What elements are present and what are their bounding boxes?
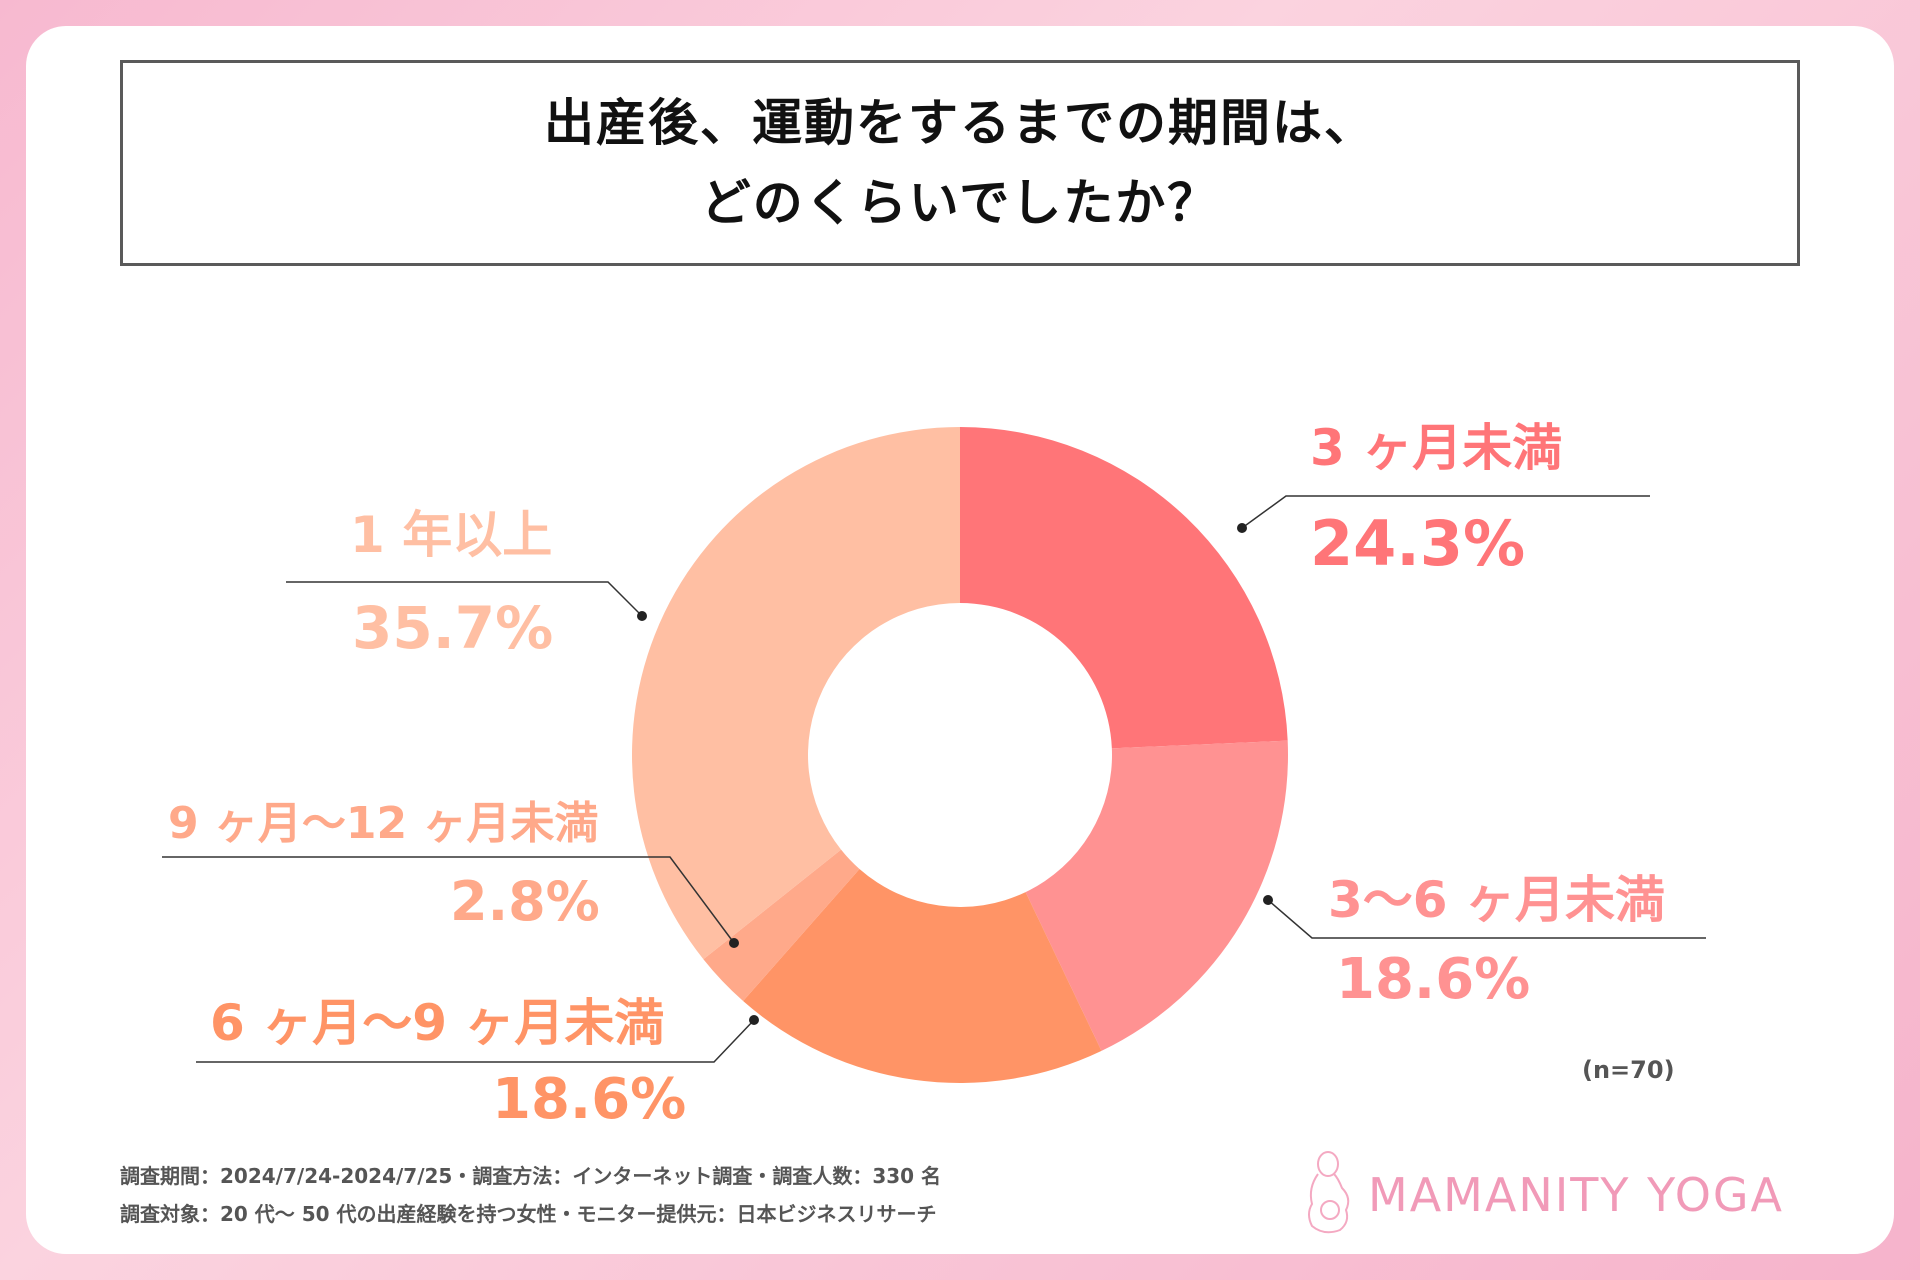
donut-slice-2: [1025, 740, 1289, 1051]
leader-line-5: [286, 581, 643, 617]
title-line-2: どのくらいでしたか？: [700, 174, 1220, 232]
mother-silhouette-icon: [1308, 1151, 1350, 1234]
leader-dot-1: [1237, 523, 1247, 533]
survey-target: 調査対象：20 代〜 50 代の出産経験を持つ女性・モニター提供元：日本ビジネス…: [120, 1202, 937, 1226]
leader-dot-5: [637, 611, 647, 621]
category-label-2: 3〜6 ヶ月未満: [1328, 871, 1665, 929]
value-label-1: 24.3%: [1310, 507, 1525, 580]
sample-size: (n=70): [1582, 1056, 1675, 1084]
logo: MAMANITY YOGA: [1298, 1148, 1818, 1238]
category-label-1: 3 ヶ月未満: [1310, 419, 1562, 477]
donut-slice-5: [631, 427, 960, 960]
title-line-1: 出産後、運動をするまでの期間は、: [544, 94, 1376, 152]
category-label-4: 9 ヶ月〜12 ヶ月未満: [168, 798, 598, 849]
leader-line-1: [1241, 495, 1650, 529]
value-label-4: 2.8%: [450, 870, 600, 933]
title-box: 出産後、運動をするまでの期間は、 どのくらいでしたか？: [120, 60, 1800, 266]
donut-slice-4: [703, 849, 860, 1002]
category-label-5: 1 年以上: [350, 506, 552, 564]
donut-slice-1: [960, 427, 1288, 749]
leader-dot-3: [749, 1015, 759, 1025]
survey-period: 調査期間：2024/7/24-2024/7/25・調査方法：インターネット調査・…: [120, 1164, 942, 1188]
value-label-5: 35.7%: [352, 594, 553, 662]
leader-dot-2: [1263, 895, 1273, 905]
leader-dot-4: [729, 938, 739, 948]
leader-line-4: [162, 856, 735, 944]
value-label-2: 18.6%: [1336, 947, 1530, 1012]
logo-text: MAMANITY YOGA: [1368, 1168, 1785, 1222]
leader-line-2: [1267, 899, 1706, 939]
leader-line-3: [196, 1019, 755, 1063]
category-label-3: 6 ヶ月〜9 ヶ月未満: [210, 994, 664, 1052]
donut-slice-3: [743, 869, 1102, 1083]
value-label-3: 18.6%: [492, 1067, 686, 1132]
